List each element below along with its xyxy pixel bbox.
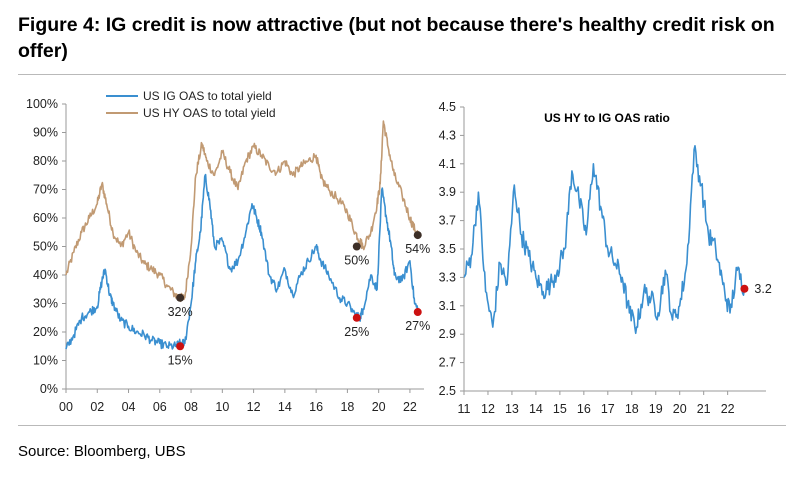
right-y-tick-label: 4.1 (439, 157, 456, 171)
right-x-tick-label: 13 (505, 402, 519, 416)
ig-oas-series-line (65, 173, 421, 350)
right-x-tick-label: 12 (481, 402, 495, 416)
left-y-tick-label: 70% (33, 183, 58, 197)
right-x-tick-label: 21 (697, 402, 711, 416)
right-x-tick-label: 22 (721, 402, 735, 416)
left-x-tick-label: 00 (59, 400, 73, 414)
annotation-label: 27% (405, 319, 430, 333)
left-x-tick-label: 06 (153, 400, 167, 414)
left-chart-oas-to-yield: 0% 10% 20% 30% 40% 50% 60% 70% 80% 90% 100% 00 02 04 0… (26, 89, 430, 414)
right-x-tick-label: 15 (553, 402, 567, 416)
annotation-marker (176, 342, 185, 351)
left-x-tick-label: 16 (309, 400, 323, 414)
legend-label-hy: US HY OAS to total yield (143, 106, 276, 120)
hy-ig-ratio-series-line (463, 145, 746, 335)
left-y-tick-label: 90% (33, 126, 58, 140)
annotation-label: 50% (344, 254, 369, 268)
left-x-tick-label: 08 (184, 400, 198, 414)
left-x-tick-label: 20 (372, 400, 386, 414)
right-y-tick-label: 3.9 (439, 185, 456, 199)
right-x-tick-label: 14 (529, 402, 543, 416)
annotation-label: 25% (344, 325, 369, 339)
annotation-label: 32% (168, 305, 193, 319)
right-y-tick-label: 3.7 (439, 214, 456, 228)
left-x-tick-label: 04 (122, 400, 136, 414)
left-x-tick-label: 02 (90, 400, 104, 414)
right-y-tick-label: 2.7 (439, 356, 456, 370)
right-chart-hy-ig-ratio: 2.5 2.7 2.9 3.1 3.3 3.5 3.7 3.9 4.1 4.3 4.5 11 12 13 1… (439, 100, 772, 416)
left-x-tick-label: 10 (215, 400, 229, 414)
annotation-marker (176, 293, 185, 302)
right-chart-title: US HY to IG OAS ratio (544, 111, 670, 125)
legend-label-ig: US IG OAS to total yield (143, 89, 272, 103)
annotation-marker (413, 231, 422, 240)
right-x-tick-label: 11 (458, 402, 471, 416)
right-y-tick-label: 3.5 (439, 242, 456, 256)
source-note: Source: Bloomberg, UBS (18, 443, 186, 460)
left-y-tick-label: 100% (26, 97, 58, 111)
annotation-label: 3.2 (754, 282, 771, 296)
annotation-marker (352, 313, 361, 322)
left-y-tick-label: 60% (33, 211, 58, 225)
right-y-tick-label: 2.5 (439, 384, 456, 398)
right-x-tick-label: 18 (625, 402, 639, 416)
annotation-marker (740, 284, 749, 293)
right-y-tick-label: 4.5 (439, 100, 456, 114)
right-x-tick-label: 19 (649, 402, 663, 416)
left-x-tick-label: 22 (403, 400, 417, 414)
figure-title: Figure 4: IG credit is now attractive (b… (18, 14, 775, 62)
left-y-tick-label: 0% (40, 382, 58, 396)
left-y-tick-label: 50% (33, 240, 58, 254)
left-y-tick-label: 30% (33, 297, 58, 311)
left-y-tick-label: 10% (33, 354, 58, 368)
annotation-label: 15% (168, 353, 193, 367)
left-y-tick-label: 20% (33, 325, 58, 339)
right-y-tick-label: 3.3 (439, 270, 456, 284)
left-y-tick-label: 40% (33, 268, 58, 282)
right-x-tick-label: 17 (601, 402, 615, 416)
title-divider (18, 74, 786, 75)
annotation-marker (352, 242, 361, 251)
left-x-tick-label: 12 (247, 400, 261, 414)
left-x-tick-label: 14 (278, 400, 292, 414)
right-y-tick-label: 2.9 (439, 327, 456, 341)
source-divider (18, 425, 786, 426)
right-x-tick-label: 16 (577, 402, 591, 416)
left-y-tick-label: 80% (33, 154, 58, 168)
hy-oas-series-line (65, 120, 421, 303)
right-y-tick-label: 4.3 (439, 128, 456, 142)
annotation-marker (413, 308, 422, 317)
right-x-tick-label: 20 (673, 402, 687, 416)
annotation-label: 54% (405, 242, 430, 256)
left-x-tick-label: 18 (340, 400, 354, 414)
right-y-tick-label: 3.1 (439, 299, 456, 313)
